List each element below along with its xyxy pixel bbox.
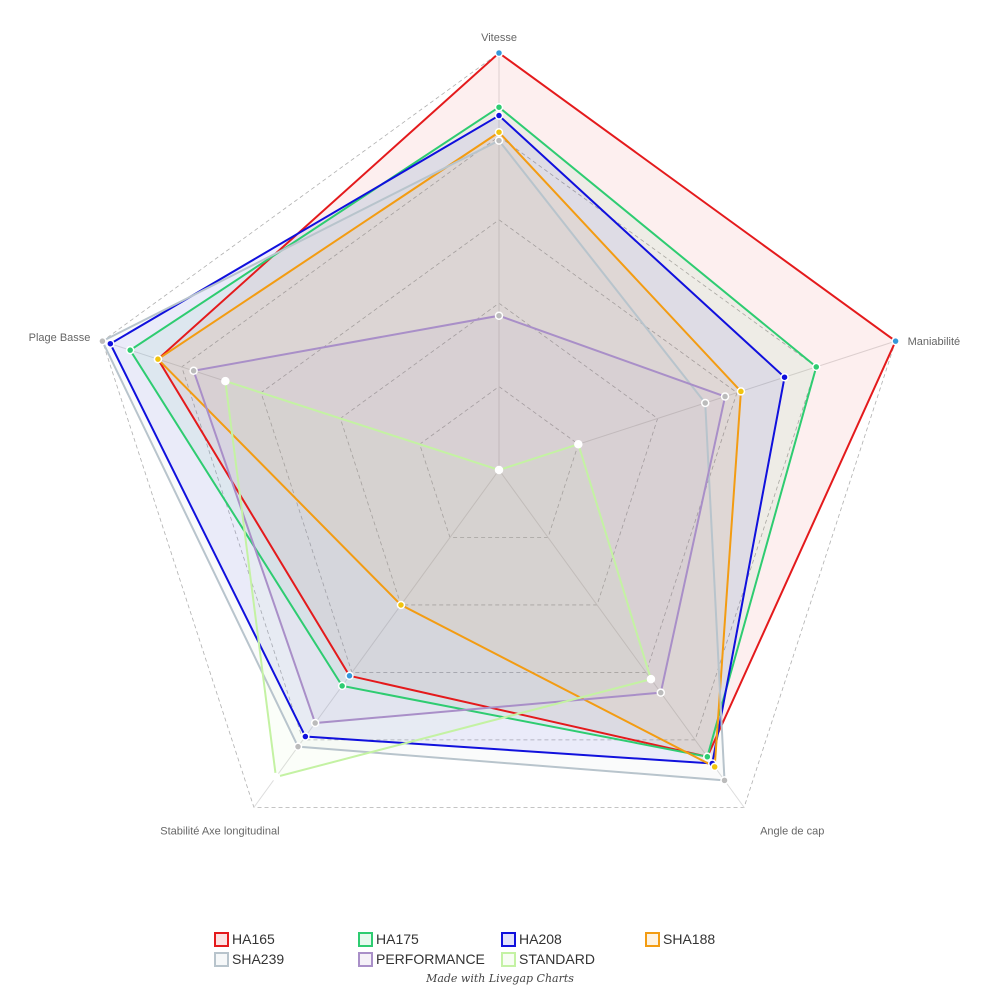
data-point[interactable] xyxy=(98,336,107,346)
data-point[interactable] xyxy=(494,136,504,145)
axis-spoke xyxy=(498,469,745,808)
data-point[interactable] xyxy=(494,48,504,58)
legend-swatch xyxy=(501,931,516,947)
series-line xyxy=(101,139,726,782)
data-point[interactable] xyxy=(494,111,504,120)
legend-item[interactable]: HA175 xyxy=(358,931,419,947)
legend-swatch xyxy=(214,951,229,967)
legend-item[interactable]: SHA239 xyxy=(214,951,284,967)
legend-swatch xyxy=(214,931,229,947)
data-point[interactable] xyxy=(574,439,583,449)
data-point[interactable] xyxy=(720,392,730,401)
axis-spoke xyxy=(253,469,500,808)
series-line xyxy=(192,314,727,725)
legend-label: PERFORMANCE xyxy=(376,951,485,967)
legend-label: HA165 xyxy=(232,931,275,947)
data-point[interactable] xyxy=(494,102,504,112)
axis-label: Plage Basse xyxy=(29,332,91,344)
legend-item[interactable]: SHA188 xyxy=(645,931,715,947)
data-point[interactable] xyxy=(700,398,710,408)
credit-text: Made with Livegap Charts xyxy=(426,972,574,985)
series-line xyxy=(156,51,897,758)
grid-ring xyxy=(419,386,579,538)
axis-label: Stabilité Axe longitudinal xyxy=(160,825,279,837)
series-points xyxy=(98,48,900,785)
data-point[interactable] xyxy=(736,387,746,396)
data-point[interactable] xyxy=(189,366,198,376)
data-point[interactable] xyxy=(646,674,656,684)
data-point[interactable] xyxy=(301,732,310,741)
legend-swatch xyxy=(358,931,373,947)
data-point[interactable] xyxy=(720,776,729,785)
series-area xyxy=(102,140,725,781)
series-area xyxy=(130,107,817,757)
legend-swatch xyxy=(501,951,516,967)
legend-item[interactable]: PERFORMANCE xyxy=(358,951,485,967)
legend-label: HA208 xyxy=(519,931,562,947)
data-point[interactable] xyxy=(780,372,789,382)
axis-label: Angle de cap xyxy=(760,825,824,837)
legend-label: SHA188 xyxy=(663,931,716,947)
data-point[interactable] xyxy=(494,127,504,137)
legend-label: HA175 xyxy=(376,931,419,947)
data-point[interactable] xyxy=(310,718,320,728)
data-point[interactable] xyxy=(106,339,115,348)
legend-label: STANDARD xyxy=(519,951,595,967)
data-point[interactable] xyxy=(125,345,135,355)
series-line xyxy=(128,105,818,758)
data-point[interactable] xyxy=(293,742,303,751)
data-point[interactable] xyxy=(812,362,821,372)
series-line xyxy=(109,114,786,765)
legend-label: SHA239 xyxy=(232,951,285,967)
legend-swatch xyxy=(358,951,373,967)
grid-ring xyxy=(339,302,659,606)
axis-label: Maniabilité xyxy=(908,336,961,348)
grid-ring xyxy=(260,219,738,673)
series-area xyxy=(157,53,896,757)
grid-ring xyxy=(181,135,817,741)
legend-swatch xyxy=(645,931,660,947)
legend-item[interactable]: STANDARD xyxy=(501,951,595,967)
data-point[interactable] xyxy=(710,762,719,772)
legend-item[interactable]: HA165 xyxy=(214,931,275,947)
data-point[interactable] xyxy=(396,600,406,610)
data-point[interactable] xyxy=(345,671,354,681)
series-area xyxy=(157,132,741,767)
series-line xyxy=(156,130,742,769)
axis-label: Vitesse xyxy=(481,32,517,44)
series-lines xyxy=(101,51,897,782)
data-point[interactable] xyxy=(271,772,281,782)
data-point[interactable] xyxy=(153,354,163,364)
data-point[interactable] xyxy=(494,311,504,320)
data-point[interactable] xyxy=(494,465,504,475)
data-point[interactable] xyxy=(656,688,666,697)
series-area xyxy=(193,315,726,724)
series-line xyxy=(224,379,653,779)
data-point[interactable] xyxy=(703,752,712,762)
data-point[interactable] xyxy=(221,376,230,386)
axis-labels: Vitesse Maniabilité Angle de cap Stabilité … xyxy=(29,32,961,837)
data-point[interactable] xyxy=(337,681,347,691)
legend-item[interactable]: HA208 xyxy=(501,931,562,947)
data-point[interactable] xyxy=(891,336,900,346)
